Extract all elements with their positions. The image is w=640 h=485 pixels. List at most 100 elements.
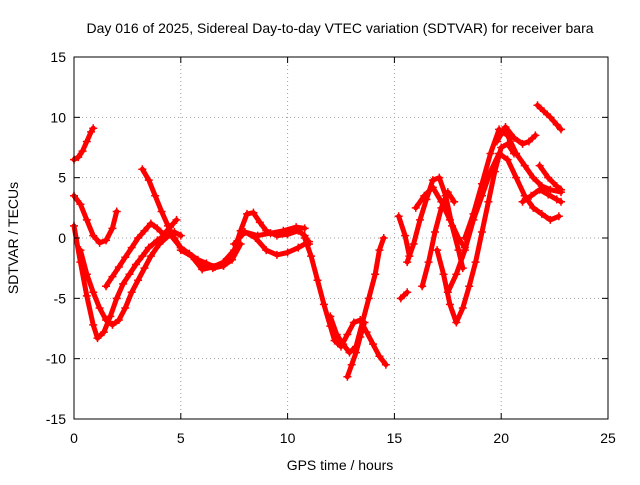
data-point — [127, 243, 136, 252]
data-point — [450, 197, 459, 206]
data-point — [486, 149, 495, 158]
x-tick-label: 0 — [70, 430, 78, 446]
data-point — [533, 101, 542, 110]
data-point — [420, 191, 429, 200]
data-point — [99, 328, 108, 337]
data-point — [501, 122, 510, 131]
data-point — [460, 246, 469, 255]
data-point — [332, 330, 341, 339]
data-point — [452, 270, 461, 279]
data-point — [89, 320, 98, 329]
data-point — [437, 203, 446, 212]
data-point — [283, 248, 292, 257]
data-point — [554, 212, 563, 221]
data-point — [262, 246, 271, 255]
y-tick-label: -10 — [46, 351, 66, 367]
data-point — [539, 107, 548, 116]
data-point — [445, 300, 454, 309]
x-tick-label: 5 — [177, 430, 185, 446]
data-point — [76, 246, 85, 255]
data-point — [294, 243, 303, 252]
data-point — [409, 240, 418, 249]
data-point — [330, 336, 339, 345]
data-point — [529, 173, 538, 182]
series-band — [103, 217, 179, 289]
data-point — [469, 209, 478, 218]
data-point — [144, 176, 153, 185]
data-point — [430, 227, 439, 236]
data-point — [531, 131, 540, 140]
data-point — [503, 155, 512, 164]
data-point — [159, 230, 168, 239]
data-point — [157, 207, 166, 216]
data-point — [537, 209, 546, 218]
data-point — [240, 227, 249, 236]
data-point — [403, 288, 412, 297]
data-point — [364, 294, 373, 303]
data-point — [114, 316, 123, 325]
data-point — [552, 182, 561, 191]
data-point — [187, 252, 196, 261]
data-point — [95, 303, 104, 312]
series-trace-r — [433, 139, 519, 327]
data-point — [108, 224, 117, 233]
data-point — [471, 258, 480, 267]
series-band — [398, 289, 410, 301]
data-point — [411, 203, 420, 212]
data-point — [172, 215, 181, 224]
data-point — [138, 165, 147, 174]
data-point — [351, 348, 360, 357]
series-trace-n — [396, 288, 412, 303]
data-point — [176, 231, 185, 240]
data-point — [544, 190, 553, 199]
series-trace-i — [240, 223, 309, 240]
data-point — [465, 282, 474, 291]
data-point — [460, 234, 469, 242]
data-point — [349, 318, 358, 327]
series-trace-q — [418, 188, 459, 291]
data-point — [76, 200, 85, 209]
data-point — [108, 320, 117, 329]
data-point — [208, 262, 217, 271]
data-point — [477, 179, 486, 188]
y-tick-label: -5 — [54, 290, 67, 306]
data-point — [396, 294, 405, 303]
data-point — [319, 300, 328, 309]
y-tick-label: 0 — [58, 230, 66, 246]
data-point — [375, 352, 384, 361]
data-point — [535, 161, 544, 170]
data-point — [552, 120, 561, 129]
data-point — [343, 372, 352, 381]
data-point — [375, 246, 384, 255]
data-point — [89, 231, 98, 240]
data-point — [151, 191, 160, 200]
data-point — [313, 276, 322, 285]
series-band — [537, 163, 564, 193]
data-point — [155, 240, 164, 249]
data-point — [272, 250, 281, 259]
data-point — [401, 231, 410, 240]
data-point — [300, 234, 309, 242]
data-point — [495, 149, 504, 158]
data-point — [108, 272, 117, 281]
x-axis-label: GPS time / hours — [287, 457, 394, 473]
data-point — [102, 236, 111, 245]
data-point — [78, 147, 87, 156]
series-trace-x — [535, 161, 566, 194]
data-point — [93, 334, 102, 343]
data-point — [484, 197, 493, 206]
data-point — [163, 221, 172, 230]
x-tick-label: 10 — [280, 430, 296, 446]
series-trace-u — [492, 122, 540, 148]
y-tick-label: 15 — [50, 49, 66, 65]
data-point — [518, 197, 527, 206]
data-point — [356, 332, 365, 341]
data-point — [416, 215, 425, 224]
series-band — [419, 189, 457, 289]
data-point — [153, 224, 162, 233]
data-point — [339, 340, 348, 349]
data-point — [428, 176, 437, 185]
data-point — [326, 312, 335, 321]
